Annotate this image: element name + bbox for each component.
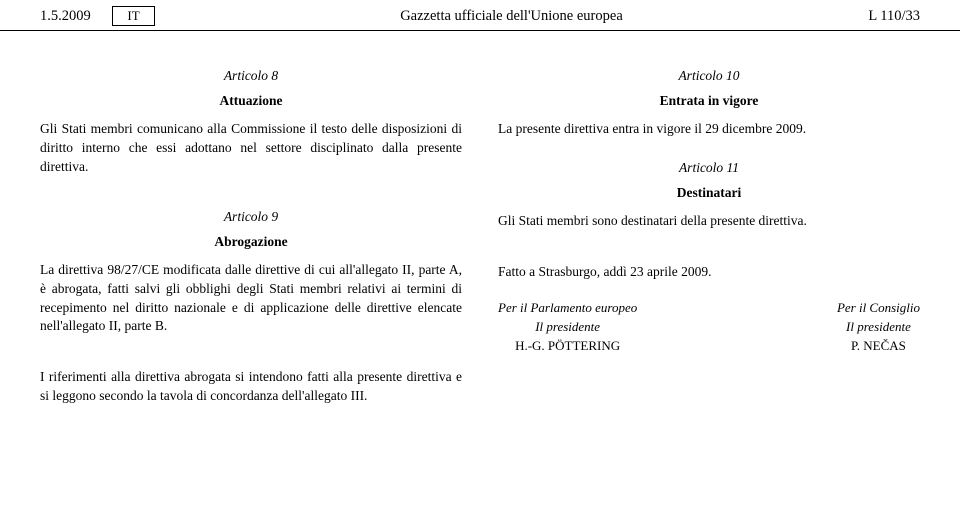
art8-title: Attuazione [40,92,462,111]
art9-p2: I riferimenti alla direttiva abrogata si… [40,368,462,405]
header-pageref: L 110/33 [868,8,920,25]
header-lang: IT [112,6,154,26]
header-left: 1.5.2009 IT [40,6,155,26]
art9-heading: Articolo 9 [40,208,462,227]
sig-left-name: H.-G. PÖTTERING [498,337,637,356]
art11-title: Destinatari [498,184,920,203]
signature-row: Per il Parlamento europeo Il presidente … [498,299,920,356]
signature-right: Per il Consiglio Il presidente P. NEČAS [837,299,920,356]
content-columns: Articolo 8 Attuazione Gli Stati membri c… [0,31,960,419]
sig-right-name: P. NEČAS [837,337,920,356]
art10-title: Entrata in vigore [498,92,920,111]
left-column: Articolo 8 Attuazione Gli Stati membri c… [40,67,462,419]
header-journal: Gazzetta ufficiale dell'Unione europea [155,8,869,25]
sig-left-role: Il presidente [498,318,637,337]
right-column: Articolo 10 Entrata in vigore La present… [498,67,920,419]
done-at: Fatto a Strasburgo, addì 23 aprile 2009. [498,263,920,282]
art8-heading: Articolo 8 [40,67,462,86]
art8-p1: Gli Stati membri comunicano alla Commiss… [40,120,462,176]
sig-right-role: Il presidente [837,318,920,337]
art10-heading: Articolo 10 [498,67,920,86]
art11-p1: Gli Stati membri sono destinatari della … [498,212,920,231]
page-header: 1.5.2009 IT Gazzetta ufficiale dell'Unio… [0,0,960,31]
signature-left: Per il Parlamento europeo Il presidente … [498,299,637,356]
art10-p1: La presente direttiva entra in vigore il… [498,120,920,139]
sig-left-for: Per il Parlamento europeo [498,299,637,318]
header-date: 1.5.2009 [40,8,91,24]
art9-title: Abrogazione [40,233,462,252]
sig-right-for: Per il Consiglio [837,299,920,318]
art9-p1: La direttiva 98/27/CE modificata dalle d… [40,261,462,336]
art11-heading: Articolo 11 [498,159,920,178]
